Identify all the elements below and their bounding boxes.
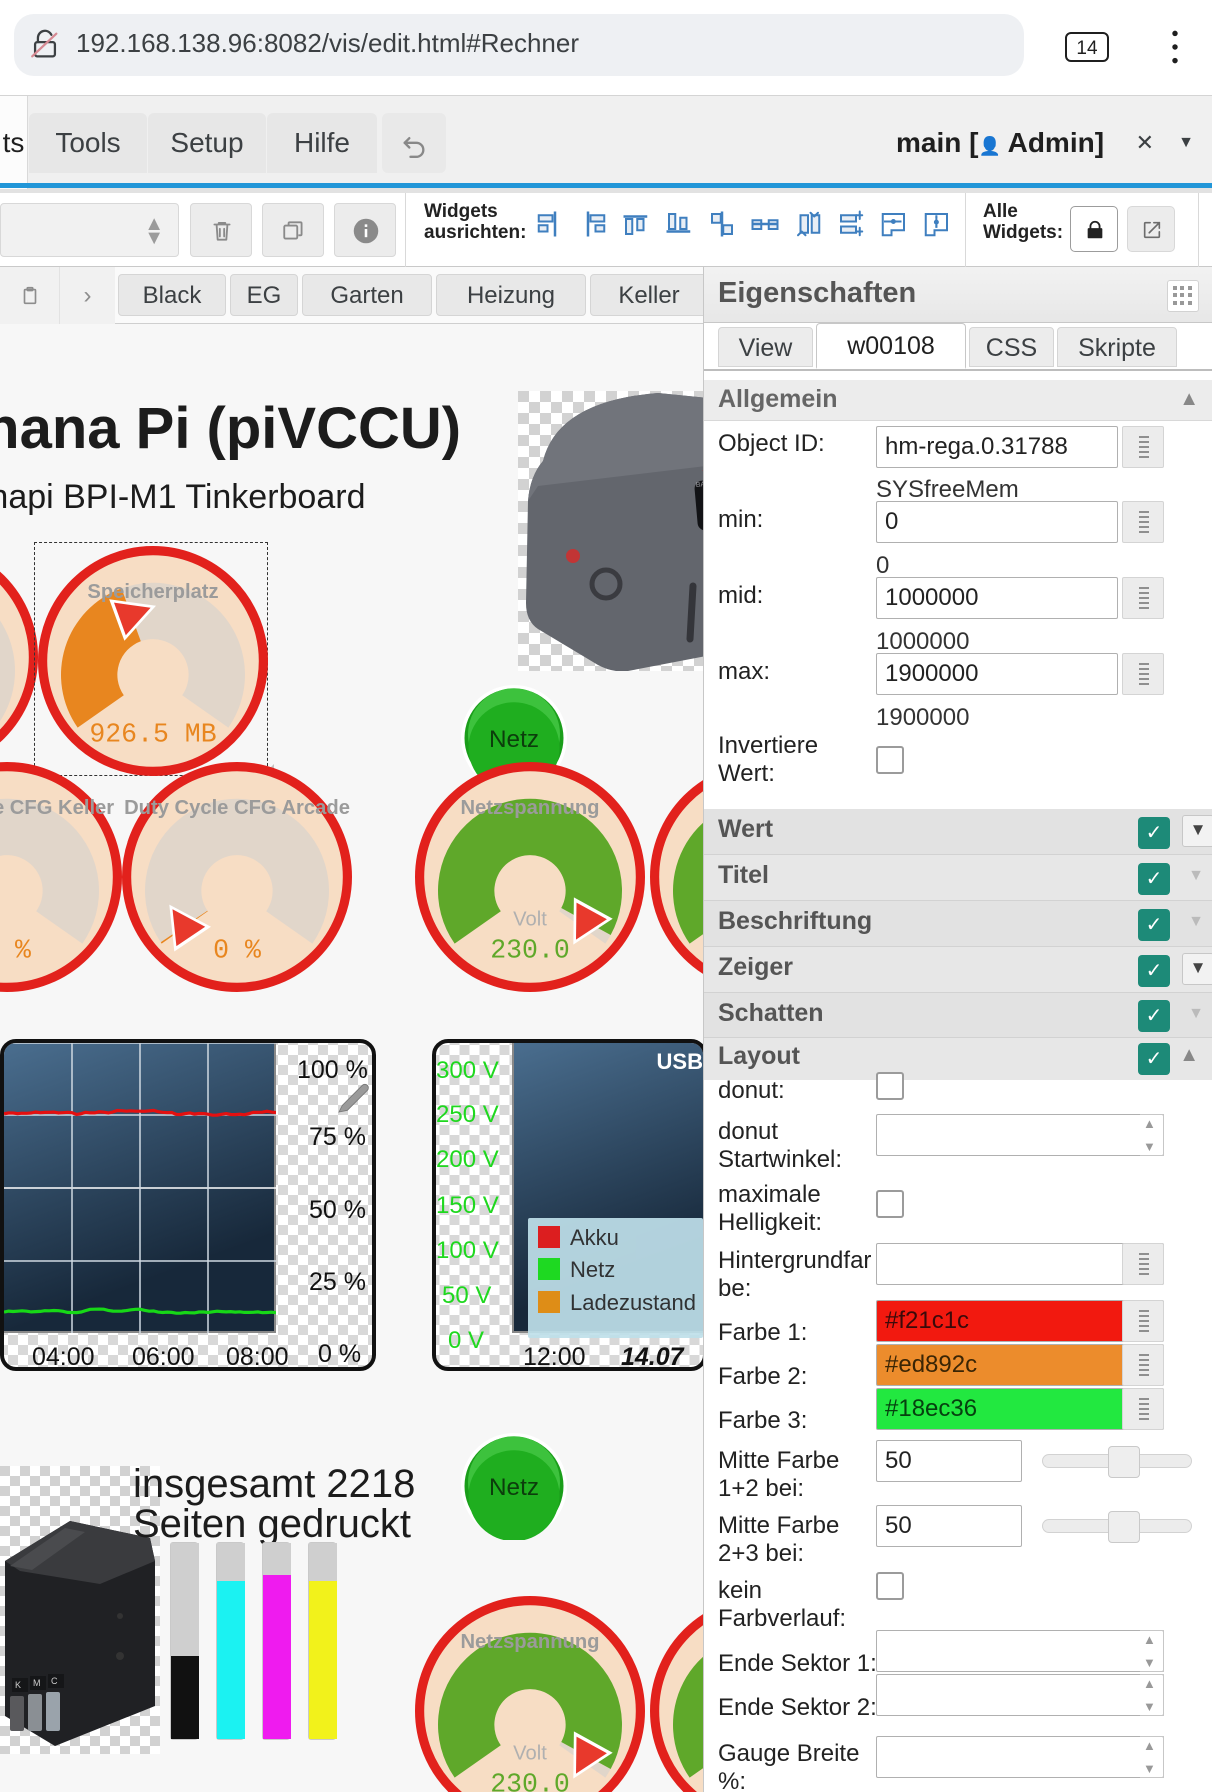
svg-text:230.0: 230.0 [490,1770,570,1792]
svg-text:Volt: Volt [513,1742,547,1764]
svg-text:M: M [33,1678,41,1688]
svg-text:Duty Cycle CFG Keller: Duty Cycle CFG Keller [0,797,114,819]
svg-text:Netz: Netz [489,726,539,753]
svg-text:Speicherplatz: Speicherplatz [87,581,218,603]
svg-text:926.5 MB: 926.5 MB [89,720,216,750]
svg-text:Duty Cycle CFG Arcade: Duty Cycle CFG Arcade [124,797,350,819]
svg-text:230.0: 230.0 [490,936,570,966]
svg-text:Volt: Volt [513,908,547,930]
svg-text:Netzspannung: Netzspannung [460,797,599,819]
svg-text:C: C [51,1676,58,1686]
svg-text:Netzspannung: Netzspannung [460,1631,599,1653]
svg-text:Netz: Netz [489,1474,539,1501]
svg-text:K: K [15,1680,21,1690]
svg-text:0 %: 0 % [213,936,261,966]
svg-text:2 %: 2 % [0,936,31,966]
